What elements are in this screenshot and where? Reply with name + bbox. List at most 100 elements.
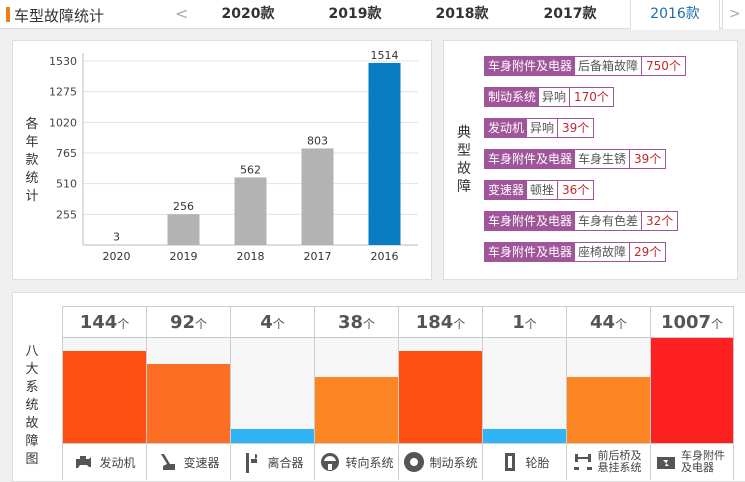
fault-problem: 座椅故障 [575, 243, 630, 261]
system-bar-fill [651, 338, 733, 443]
gear-shift-icon [157, 451, 179, 473]
x-tick-label: 2019 [170, 250, 198, 263]
fault-problem: 顿挫 [527, 181, 558, 199]
bar-value-label: 1514 [371, 49, 399, 62]
systems-label: 八大系统故障图 [25, 343, 39, 469]
system-bar-track [567, 338, 650, 443]
y-tick-label: 1275 [49, 86, 77, 99]
tab-2017[interactable]: 2017款 [525, 0, 615, 29]
system-name: 转向系统 [345, 454, 393, 471]
bar-2018[interactable] [235, 177, 267, 245]
system-bar-fill [147, 364, 230, 443]
fault-category: 车身附件及电器 [485, 57, 575, 75]
system-name: 制动系统 [429, 454, 477, 471]
system-name: 轮胎 [525, 454, 549, 471]
bar-value-label: 803 [307, 134, 328, 147]
system-count: 38个 [315, 306, 398, 338]
bar-value-label: 3 [113, 231, 120, 244]
system-bar-fill [63, 351, 146, 443]
suspension-icon [572, 451, 594, 473]
system-count: 1个 [483, 306, 566, 338]
system-count: 4个 [231, 306, 314, 338]
bar-2019[interactable] [168, 214, 200, 245]
x-tick-label: 2017 [304, 250, 332, 263]
system-column[interactable]: 4个 离合器 [230, 306, 314, 480]
clutch-icon [241, 451, 263, 473]
bar-value-label: 256 [173, 200, 194, 213]
tab-2016[interactable]: 2016款 [630, 0, 720, 30]
fault-count: 32个 [642, 212, 677, 230]
tire-icon [499, 451, 521, 473]
header: 车型故障统计 < 2020款 2019款 2018款 2017款 2016款 > [0, 0, 745, 29]
fault-category: 车身附件及电器 [485, 150, 575, 168]
engine-icon [73, 451, 95, 473]
fault-count: 36个 [558, 181, 593, 199]
system-bar-fill [231, 429, 314, 443]
system-column[interactable]: 184个 制动系统 [398, 306, 482, 480]
system-column[interactable]: 44个 前后桥及悬挂系统 [566, 306, 650, 480]
system-count: 92个 [147, 306, 230, 338]
fault-count: 39个 [558, 119, 593, 137]
x-tick-label: 2020 [103, 250, 131, 263]
brake-disc-icon [403, 451, 425, 473]
tab-2018[interactable]: 2018款 [417, 0, 507, 29]
system-count: 184个 [399, 306, 482, 338]
x-tick-label: 2016 [371, 250, 399, 263]
fault-problem: 异响 [527, 119, 558, 137]
page-title: 车型故障统计 [14, 5, 104, 26]
fault-problem: 车身有色差 [575, 212, 642, 230]
steering-wheel-icon [319, 451, 341, 473]
year-bar-chart: 2555107651020127515303202025620195622018… [13, 41, 433, 281]
fault-count: 750个 [642, 57, 685, 75]
x-tick-label: 2018 [237, 250, 265, 263]
system-count: 1007个 [651, 306, 733, 338]
y-tick-label: 1530 [49, 55, 77, 68]
y-tick-label: 255 [56, 208, 77, 221]
system-name: 前后桥及悬挂系统 [598, 450, 646, 474]
bar-2017[interactable] [302, 148, 334, 245]
bar-2016[interactable] [369, 63, 401, 245]
fault-category: 变速器 [485, 181, 527, 199]
system-bar-fill [399, 351, 482, 443]
system-column[interactable]: 92个 变速器 [146, 306, 230, 480]
system-count: 144个 [63, 306, 146, 338]
tab-2019[interactable]: 2019款 [310, 0, 400, 29]
system-count: 44个 [567, 306, 650, 338]
system-bar-fill [483, 429, 566, 443]
next-button[interactable]: > [722, 0, 745, 29]
system-bar-track [147, 338, 230, 443]
system-name: 发动机 [99, 454, 135, 471]
typical-faults-label: 典型故障 [457, 124, 471, 196]
fault-problem: 车身生锈 [575, 150, 630, 168]
system-name: 变速器 [183, 454, 219, 471]
system-name: 车身附件及电器 [681, 450, 729, 474]
bar-value-label: 562 [240, 163, 261, 176]
system-bar-track [63, 338, 146, 443]
fault-count: 29个 [630, 243, 665, 261]
system-bar-track [399, 338, 482, 443]
car-body-icon [655, 451, 677, 473]
system-column[interactable]: 1007个 车身附件及电器 [650, 306, 734, 480]
system-bar-fill [315, 377, 398, 443]
system-name: 离合器 [267, 454, 303, 471]
system-bar-track [651, 338, 733, 443]
system-bar-fill [567, 377, 650, 443]
y-tick-label: 1020 [49, 116, 77, 129]
prev-button[interactable]: < [175, 4, 188, 23]
system-column[interactable]: 1个 轮胎 [482, 306, 566, 480]
y-tick-label: 765 [56, 147, 77, 160]
fault-category: 车身附件及电器 [485, 243, 575, 261]
tab-2020[interactable]: 2020款 [203, 0, 293, 29]
system-column[interactable]: 38个 转向系统 [314, 306, 398, 480]
system-column[interactable]: 144个 发动机 [62, 306, 146, 480]
